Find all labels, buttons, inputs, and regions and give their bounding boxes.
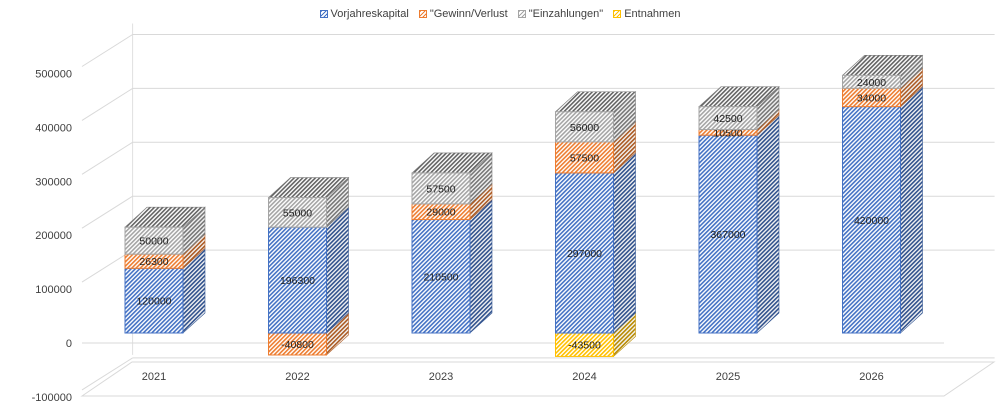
x-tick-label: 2022 (285, 371, 309, 383)
data-label: 34000 (857, 92, 886, 104)
bar-segment: 42500 (698, 85, 780, 131)
data-label: 57500 (426, 183, 455, 195)
y-tick-label: 100000 (35, 284, 72, 296)
y-tick-label: 500000 (35, 69, 72, 81)
bar-segment: 34000 (842, 67, 923, 108)
bar-segment: 57500 (411, 152, 493, 205)
y-axis: -100000 0 100000 200000 300000 400000 500000 (32, 69, 72, 404)
x-axis: 2021 2022 2023 2024 2025 2026 (142, 371, 884, 383)
data-label: 29000 (426, 207, 455, 219)
legend-swatch (319, 10, 328, 18)
data-label: 24000 (857, 77, 886, 89)
bar-segment: 24000 (841, 54, 924, 89)
data-label: 297000 (567, 248, 602, 260)
legend-label: "Gewinn/Verlust (429, 8, 508, 20)
data-label: 367000 (710, 229, 745, 241)
legend-item-2: "Einzahlungen" (517, 8, 604, 20)
data-label: 55000 (283, 207, 312, 219)
bar-segment: 29000 (411, 183, 493, 221)
y-tick-label: 200000 (35, 230, 72, 242)
legend-item-0: Vorjahreskapital (319, 8, 409, 20)
legend-label: Vorjahreskapital (330, 8, 409, 20)
bar-segment: 367000 (698, 114, 780, 334)
data-label: 10500 (713, 127, 742, 139)
legend-swatch (418, 10, 427, 18)
data-label: 210500 (423, 271, 458, 283)
data-label: 42500 (713, 113, 742, 125)
legend-label: Entnahmen (624, 8, 681, 20)
bar-segment: 297000 (555, 152, 636, 334)
x-tick-label: 2024 (572, 371, 596, 383)
bar-segment: 55000 (267, 176, 350, 228)
legend-label: "Einzahlungen" (528, 8, 604, 20)
data-label: 50000 (139, 236, 168, 248)
data-label: -40800 (281, 339, 314, 351)
bar-segment: 420000 (842, 85, 923, 334)
bar-segment: 26300 (124, 233, 206, 269)
bar-segment: 210500 (411, 198, 493, 334)
data-label: 420000 (854, 215, 889, 227)
x-tick-label: 2023 (429, 371, 453, 383)
data-label: 26300 (139, 256, 168, 268)
x-tick-label: 2026 (859, 371, 883, 383)
data-label: 120000 (136, 296, 171, 308)
bars: 120000 26300 50000 -40800 196300 55000 210500 2… (124, 54, 924, 358)
x-tick-label: 2025 (716, 371, 740, 383)
legend-swatch (613, 10, 622, 18)
bar-segment: 57500 (555, 121, 636, 174)
y-tick-label: -100000 (32, 392, 72, 404)
bar-segment: -40800 (268, 312, 349, 356)
legend: Vorjahreskapital "Gewinn/Verlust "Einzahlu… (0, 8, 1000, 21)
data-label: 56000 (570, 122, 599, 134)
bar-segment: -43500 (555, 312, 636, 358)
bar-segment: 50000 (124, 206, 206, 255)
y-tick-label: 300000 (35, 176, 72, 188)
legend-item-1: "Gewinn/Verlust (418, 8, 508, 20)
bar-segment: 196300 (268, 206, 349, 334)
x-tick-label: 2021 (142, 371, 166, 383)
data-label: -43500 (568, 340, 601, 352)
y-tick-label: 400000 (35, 122, 72, 134)
data-label: 196300 (280, 275, 315, 287)
legend-swatch (517, 10, 526, 18)
bar-segment: 120000 (124, 247, 206, 334)
category-floor (80, 361, 996, 397)
data-label: 57500 (570, 152, 599, 164)
legend-item-3: Entnahmen (613, 8, 680, 20)
y-tick-label: 0 (66, 338, 72, 350)
bar-segment: 56000 (554, 91, 637, 143)
